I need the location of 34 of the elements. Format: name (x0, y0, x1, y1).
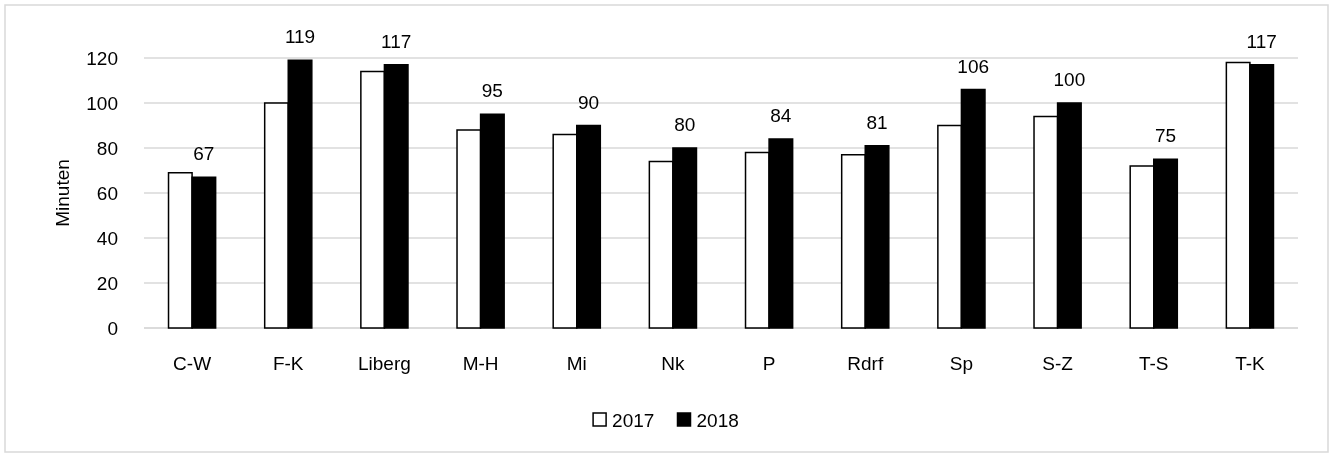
y-tick-label: 60 (96, 182, 118, 204)
data-label: 100 (1053, 69, 1086, 90)
data-label: 80 (674, 114, 696, 135)
legend-label: 2017 (612, 409, 655, 431)
legend-label: 2018 (696, 409, 739, 431)
y-tick-label: 100 (86, 92, 118, 114)
x-tick-label: M-H (462, 352, 499, 374)
data-label: 117 (381, 30, 412, 52)
y-tick-label: 40 (96, 227, 118, 249)
y-tick-label: 20 (96, 272, 118, 294)
x-tick-label: P (762, 352, 776, 374)
x-tick-label: Sp (949, 352, 974, 374)
x-tick-label: T-S (1138, 352, 1169, 374)
data-label: 84 (770, 105, 792, 126)
data-label: 75 (1154, 125, 1177, 147)
data-label: 90 (577, 91, 600, 113)
y-axis-title: Minuten (51, 159, 73, 227)
x-tick-label: Rdrf (847, 352, 884, 374)
x-tick-label: C-W (173, 352, 212, 374)
x-tick-label: S-Z (1042, 352, 1074, 374)
x-tick-label: Liberg (358, 352, 411, 374)
y-tick-label: 0 (107, 317, 118, 339)
x-tick-label: T-K (1235, 352, 1266, 374)
data-label: 67 (193, 143, 215, 165)
data-label: 106 (957, 55, 990, 77)
x-tick-label: F-K (272, 352, 304, 374)
data-label: 117 (1246, 30, 1277, 52)
data-label: 119 (284, 26, 316, 48)
y-tick-label: 80 (96, 137, 118, 159)
x-tick-label: Nk (661, 352, 686, 374)
y-tick-label: 120 (86, 47, 118, 69)
data-label: 95 (481, 80, 503, 102)
x-tick-label: Mi (566, 352, 587, 374)
data-label: 81 (866, 111, 888, 133)
